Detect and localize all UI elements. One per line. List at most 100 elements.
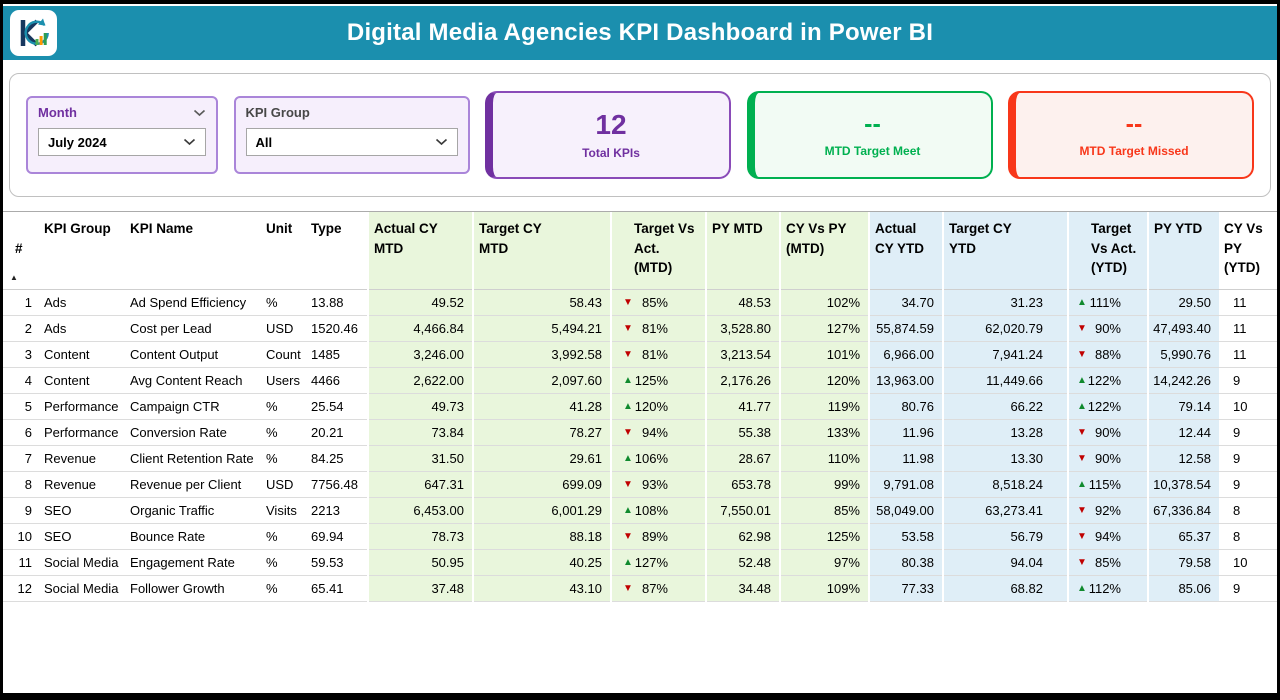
cell-target_cy_mtd: 88.18: [472, 523, 611, 550]
kpi-percent-value: 125%: [634, 372, 668, 388]
chevron-down-icon[interactable]: [193, 109, 206, 117]
cell-type: 2213: [306, 497, 368, 524]
column-header-num[interactable]: # ▲: [3, 212, 39, 290]
cell-target_cy_mtd: 41.28: [472, 393, 611, 420]
kpi-percent-value: 122%: [1087, 398, 1121, 414]
cell-target_cy_ytd: 56.79: [942, 523, 1068, 550]
cell-target_vs_act_ytd: ▲ 122%: [1067, 393, 1148, 420]
kpi-group-slicer: KPI Group All: [233, 96, 470, 174]
arrow-up-icon: ▲: [623, 452, 633, 464]
cell-target_vs_act_mtd: ▲ 120%: [610, 393, 706, 420]
arrow-up-icon: ▲: [623, 400, 633, 412]
cell-target_cy_ytd: 8,518.24: [942, 471, 1068, 498]
column-header-target-vs-act-ytd[interactable]: Target Vs Act. (YTD): [1067, 212, 1148, 290]
kpi-percent-value: 85%: [1094, 554, 1121, 570]
kpi-table-container: # ▲ KPI Group KPI Name Unit Type Actual …: [3, 211, 1277, 602]
cell-py_mtd: 34.48: [705, 575, 780, 602]
cell-target_cy_ytd: 11,449.66: [942, 367, 1068, 394]
column-header-py-ytd[interactable]: PY YTD: [1147, 212, 1219, 290]
cell-cy_vs_py_ytd: 9: [1219, 445, 1277, 472]
cell-target_cy_ytd: 31.23: [942, 289, 1068, 316]
cell-target_vs_act_mtd: ▼ 94%: [610, 419, 706, 446]
cell-actual_cy_mtd: 49.52: [367, 289, 473, 316]
cell-target_vs_act_ytd: ▲ 112%: [1067, 575, 1148, 602]
column-header-py-mtd[interactable]: PY MTD: [705, 212, 780, 290]
cell-py_mtd: 7,550.01: [705, 497, 780, 524]
column-header-target-cy-mtd[interactable]: Target CY MTD: [472, 212, 611, 290]
arrow-down-icon: ▼: [1077, 504, 1087, 516]
cell-actual_cy_mtd: 6,453.00: [367, 497, 473, 524]
cell-cy_vs_py_mtd: 97%: [779, 549, 869, 576]
cell-cy_vs_py_mtd: 127%: [779, 315, 869, 342]
kpi-table: # ▲ KPI Group KPI Name Unit Type Actual …: [3, 212, 1277, 602]
mtd-target-meet-label: MTD Target Meet: [824, 144, 921, 158]
column-header-kpi-group[interactable]: KPI Group: [39, 212, 125, 290]
column-header-unit[interactable]: Unit: [261, 212, 306, 290]
cell-cy_vs_py_mtd: 101%: [779, 341, 869, 368]
cell-py_ytd: 12.44: [1147, 419, 1219, 446]
cell-target_cy_ytd: 7,941.24: [942, 341, 1068, 368]
column-header-actual-cy-mtd[interactable]: Actual CY MTD: [367, 212, 473, 290]
cell-py_ytd: 47,493.40: [1147, 315, 1219, 342]
kpi-percent-value: 122%: [1087, 372, 1121, 388]
chevron-down-icon: [183, 138, 196, 146]
sort-ascending-icon: ▲: [10, 272, 18, 282]
cell-target_cy_mtd: 40.25: [472, 549, 611, 576]
cell-type: 84.25: [306, 445, 368, 472]
cell-unit: Count: [261, 341, 306, 368]
cell-num: 10: [3, 523, 39, 550]
cell-actual_cy_mtd: 4,466.84: [367, 315, 473, 342]
month-dropdown[interactable]: July 2024: [38, 128, 206, 156]
column-header-actual-cy-ytd[interactable]: Actual CY YTD: [868, 212, 943, 290]
cell-py_mtd: 3,528.80: [705, 315, 780, 342]
cell-target_cy_mtd: 43.10: [472, 575, 611, 602]
cell-num: 3: [3, 341, 39, 368]
column-header-target-cy-ytd[interactable]: Target CY YTD: [942, 212, 1068, 290]
cell-kpi_group: Content: [39, 341, 125, 368]
arrow-down-icon: ▼: [1077, 452, 1087, 464]
cell-cy_vs_py_ytd: 8: [1219, 523, 1277, 550]
cell-unit: %: [261, 575, 306, 602]
kpi-logo-icon: [20, 18, 49, 47]
cell-cy_vs_py_mtd: 133%: [779, 419, 869, 446]
cell-cy_vs_py_ytd: 10: [1219, 549, 1277, 576]
column-header-target-vs-act-mtd[interactable]: Target Vs Act. (MTD): [610, 212, 706, 290]
kpi-percent-value: 92%: [1094, 502, 1121, 518]
cell-num: 5: [3, 393, 39, 420]
cell-actual_cy_ytd: 34.70: [868, 289, 943, 316]
table-row: 10 SEO Bounce Rate% 69.94 78.73 88.18 ▼ 89% 62.9…: [3, 523, 1277, 550]
arrow-down-icon: ▼: [1077, 348, 1087, 360]
table-header-row: # ▲ KPI Group KPI Name Unit Type Actual …: [3, 212, 1277, 290]
cell-py_mtd: 3,213.54: [705, 341, 780, 368]
cell-type: 4466: [306, 367, 368, 394]
cell-target_vs_act_mtd: ▼ 93%: [610, 471, 706, 498]
table-row: 7 Revenue Client Retention Rate% 84.25 31.50…: [3, 445, 1277, 472]
cell-kpi_name: Avg Content Reach: [125, 367, 261, 394]
kpi-group-dropdown[interactable]: All: [245, 128, 458, 156]
cell-actual_cy_mtd: 647.31: [367, 471, 473, 498]
page-title: Digital Media Agencies KPI Dashboard in …: [346, 19, 934, 46]
cell-py_mtd: 28.67: [705, 445, 780, 472]
kpi-percent-value: 93%: [641, 476, 668, 492]
column-header-cy-vs-py-mtd[interactable]: CY Vs PY (MTD): [779, 212, 869, 290]
kpi-group-slicer-label: KPI Group: [245, 105, 310, 120]
cell-py_mtd: 653.78: [705, 471, 780, 498]
column-header-kpi-name[interactable]: KPI Name: [125, 212, 261, 290]
cell-unit: USD: [261, 471, 306, 498]
cell-num: 1: [3, 289, 39, 316]
cell-cy_vs_py_mtd: 109%: [779, 575, 869, 602]
table-row: 5 Performance Campaign CTR% 25.54 49.73 41.28…: [3, 393, 1277, 420]
table-row: 4 Content Avg Content Reach Users 4466 2,622.…: [3, 367, 1277, 394]
cell-cy_vs_py_ytd: 9: [1219, 471, 1277, 498]
kpi-percent-value: 112%: [1088, 580, 1121, 596]
cell-unit: %: [261, 523, 306, 550]
arrow-down-icon: ▼: [623, 322, 633, 334]
cell-target_cy_mtd: 2,097.60: [472, 367, 611, 394]
total-kpis-value: 12: [595, 108, 627, 140]
column-header-cy-vs-py-ytd[interactable]: CY Vs PY (YTD): [1219, 212, 1277, 290]
arrow-up-icon: ▲: [623, 374, 633, 386]
kpi-percent-value: 127%: [634, 554, 668, 570]
cell-actual_cy_mtd: 31.50: [367, 445, 473, 472]
column-header-type[interactable]: Type: [306, 212, 368, 290]
cell-cy_vs_py_mtd: 99%: [779, 471, 869, 498]
